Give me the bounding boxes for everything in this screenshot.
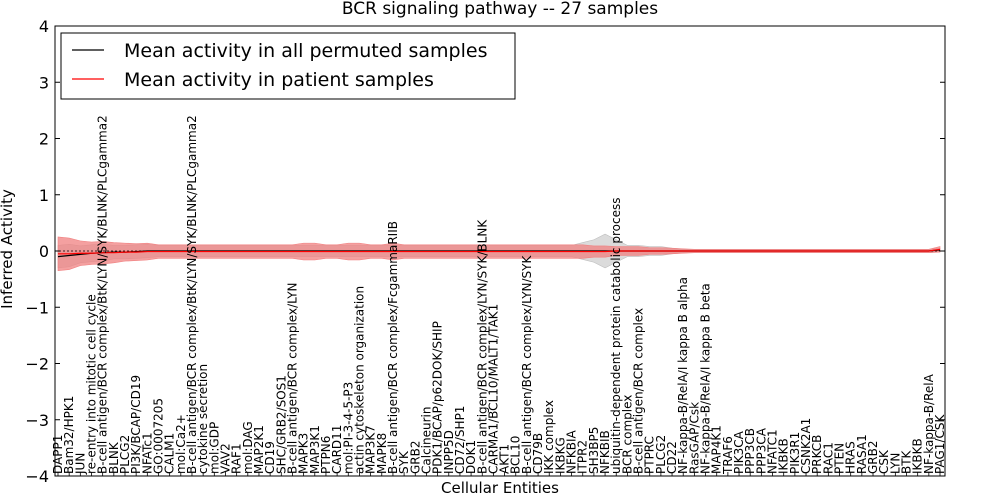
x-axis-label: Cellular Entities (441, 479, 559, 497)
x-tick-label: SH3BP5 (587, 427, 601, 474)
x-tick-label: PTEN (833, 443, 847, 474)
x-tick-label: PIK3R1 (788, 432, 802, 474)
legend-label: Mean activity in all permuted samples (124, 40, 487, 62)
x-tick-label: MAPK3 (297, 433, 311, 474)
x-tick-label: Bam32/HPK1 (62, 396, 76, 474)
x-tick-label: B-cell antigen/BCR complex/BtK/LYN/SYK/B… (185, 115, 199, 474)
x-tick-label: PTPN6 (319, 436, 333, 474)
x-tick-label: PPP3CA (754, 427, 768, 474)
x-tick-label: PAG1/CSK (933, 414, 947, 474)
y-tick-label: 0 (39, 242, 49, 261)
x-tick-label: CD72/SHP1 (453, 406, 467, 474)
x-tick-label: PPP3CB (743, 428, 757, 474)
y-tick-label: −2 (25, 355, 49, 374)
x-tick-label: AKT1 (498, 444, 512, 474)
x-tick-label: B-cell antigen/BCR complex/LYN/SYK/BLNK (475, 219, 489, 474)
x-tick-label: INPP5D (442, 430, 456, 474)
x-tick-label: MAPK8 (375, 433, 389, 474)
x-tick-label: HRAS (844, 441, 858, 474)
y-tick-label: −3 (25, 411, 49, 430)
x-tick-label: PTPRC (643, 436, 657, 474)
x-tick-label: NF-kappa-B/RelA/I kappa B alpha (676, 277, 690, 474)
x-tick-label: B-cell antigen/BCR complex (632, 308, 646, 474)
x-tick-label: NF-kappa-B/RelA/I kappa B beta (699, 283, 713, 474)
x-tick-label: cytokine secretion (196, 364, 210, 474)
x-tick-label: ITPR2 (576, 440, 590, 474)
x-tick-label: NFKBIA (565, 429, 579, 474)
x-tick-label: mol:PI-3-4-5-P3 (341, 382, 355, 474)
x-tick-label: RASA1 (855, 434, 869, 474)
legend-label: Mean activity in patient samples (124, 69, 434, 91)
x-tick-label: IKK complex (542, 400, 556, 474)
x-tick-label: ubiquitin-dependent protein catabolic pr… (609, 198, 623, 474)
legend-box (60, 32, 516, 100)
y-tick-label: 4 (39, 17, 49, 36)
x-tick-label: PLCG2 (118, 435, 132, 474)
x-tick-label: CSNK2A1 (799, 418, 813, 474)
y-axis-label: Inferred Activity (0, 189, 16, 309)
x-tick-label: LYN (888, 453, 902, 474)
x-tick-label: VAV2 (218, 443, 232, 474)
x-tick-label: RAC1 (821, 442, 835, 474)
x-tick-label: CARMA1/BCL10/MALT1/TAK1 (486, 304, 500, 474)
y-tick-label: 1 (39, 186, 49, 205)
x-tick-label: MAP3K1 (308, 425, 322, 474)
x-tick-label: mol:Ca2+ (174, 414, 188, 474)
x-tick-label: CD19 (263, 441, 277, 474)
x-tick-label: IKBKB (777, 438, 791, 474)
x-tick-label: RasGAP/Csk (687, 402, 701, 474)
x-tick-label: B-cell antigen/BCR complex/BtK/LYN/SYK/B… (96, 115, 110, 474)
x-tick-label: PDK1/BCAP/p62DOK/SHIP (431, 321, 445, 474)
x-tick-label: NF-kappa-B/RelA (922, 373, 936, 474)
x-tick-label: re-entry into mitotic cell cycle (84, 294, 98, 474)
series-1-line (58, 248, 941, 255)
x-tick-label: PLCG2 (654, 435, 668, 474)
x-tick-label: SYK (397, 450, 411, 474)
x-tick-label: NFKBIB (598, 430, 612, 474)
y-tick-label: 3 (39, 73, 49, 92)
x-tick-label: MAP4K1 (710, 425, 724, 474)
x-tick-label: MAP2K1 (252, 425, 266, 474)
x-tick-label: NFATC1 (766, 429, 780, 474)
x-tick-label: BCR complex (620, 395, 634, 474)
x-tick-label: BTK (900, 449, 914, 474)
x-tick-label: BCL10 (509, 436, 523, 474)
x-tick-label: B-cell antigen/BCR complex/FcgammaRIIB (386, 221, 400, 474)
x-tick-label: GO:0007205 (151, 398, 165, 474)
x-tick-label: GRB2 (408, 440, 422, 474)
x-tick-label: JUN (73, 453, 87, 475)
x-tick-label: CD79B (531, 433, 545, 474)
x-tick-label: B-cell antigen/BCR complex/LYN (285, 282, 299, 474)
series-1-band (57, 236, 941, 272)
x-tick-label: CARD11 (330, 425, 344, 474)
x-tick-label: CSK (877, 449, 891, 474)
x-tick-label: IKBKG (553, 437, 567, 474)
x-tick-label: mol:DAG (241, 421, 255, 474)
x-tick-label: CALM1 (163, 433, 177, 474)
x-tick-label: RAF1 (230, 443, 244, 474)
chart-title: BCR signaling pathway -- 27 samples (342, 0, 658, 19)
x-tick-label: TRAF6 (721, 436, 735, 475)
x-tick-label: NFATc1 (140, 432, 154, 474)
x-tick-label: mol:GDP (207, 422, 221, 474)
x-tick-label: B-cell antigen/BCR complex/LYN/SYK (520, 254, 534, 474)
legend: Mean activity in all permuted samples Mea… (60, 32, 516, 100)
x-tick-label: PIK3CA (732, 430, 746, 474)
y-tick-label: −1 (25, 298, 49, 317)
y-tick-label: −4 (25, 467, 49, 486)
y-tick-label: 2 (39, 130, 49, 149)
x-tick-label: SHC/GRB2/SOS1 (274, 375, 288, 474)
x-tick-label: MAP3K7 (364, 425, 378, 474)
x-tick-label: DOK1 (464, 440, 478, 474)
x-tick-label: CD22 (665, 441, 679, 474)
x-tick-label: IKBKB (911, 438, 925, 474)
x-tick-label: GRB2 (866, 440, 880, 474)
x-tick-label: Calcineurin (419, 407, 433, 474)
x-tick-label: BLNK (107, 441, 121, 474)
x-tick-label: PRKCB (810, 435, 824, 474)
x-tick-label: actin cytoskeleton organization (352, 286, 366, 474)
x-tick-label: PI3K/BCAP/CD19 (129, 375, 143, 474)
